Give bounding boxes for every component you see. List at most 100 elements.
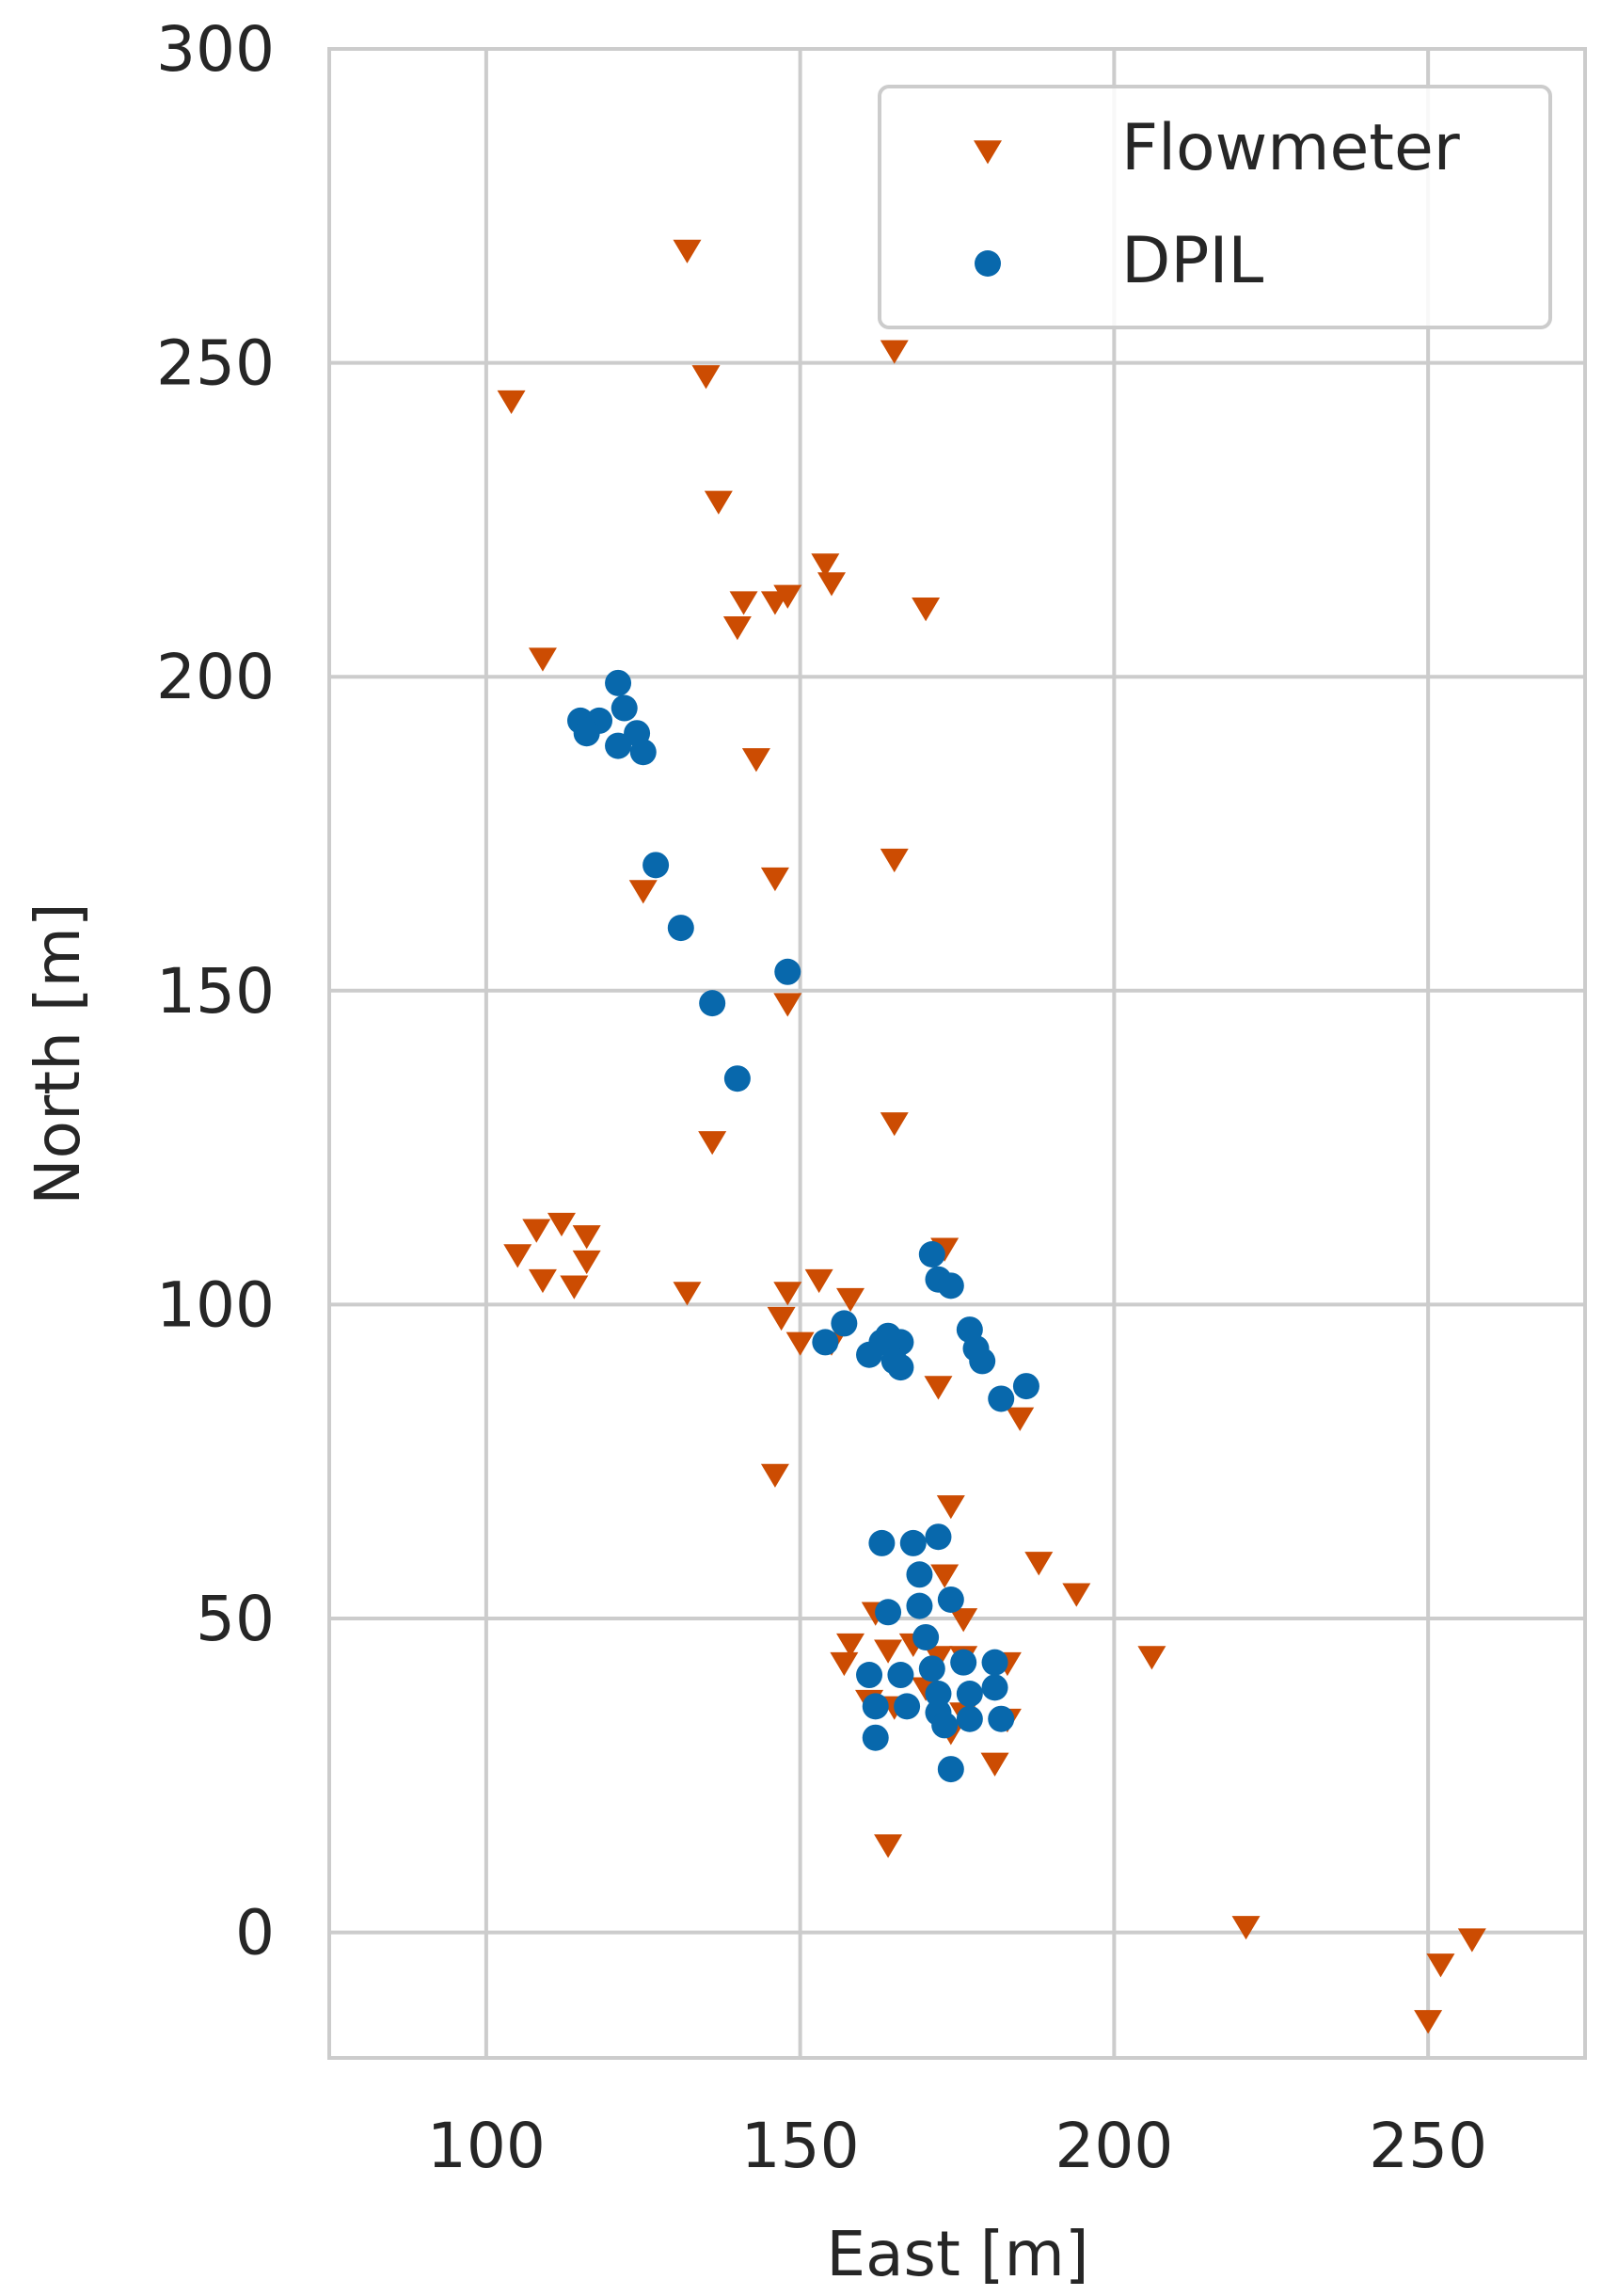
y-tick-label: 50 xyxy=(196,1583,275,1655)
dpil-point xyxy=(912,1623,940,1650)
dpil-point xyxy=(862,1693,889,1720)
flowmeter-point xyxy=(1024,1552,1054,1576)
y-tick-label: 250 xyxy=(156,327,275,400)
x-tick-label: 150 xyxy=(741,2110,860,2182)
dpil-point xyxy=(937,1586,964,1613)
flowmeter-point xyxy=(628,880,658,904)
flowmeter-point xyxy=(698,1131,727,1156)
dpil-point xyxy=(981,1649,1008,1676)
dpil-point xyxy=(1012,1373,1039,1400)
dpil-point xyxy=(956,1681,983,1708)
legend-marker-dpil xyxy=(975,250,1001,277)
dpil-point xyxy=(950,1649,977,1676)
flowmeter-point xyxy=(560,1275,589,1299)
flowmeter-point xyxy=(673,1282,702,1306)
flowmeter-point xyxy=(880,340,909,364)
flowmeter-point xyxy=(572,1225,601,1250)
flowmeter-point xyxy=(760,867,789,892)
dpil-point xyxy=(906,1561,933,1588)
flowmeter-point xyxy=(804,1268,833,1294)
dpil-point xyxy=(812,1329,839,1356)
flowmeter-point xyxy=(836,1287,865,1313)
x-tick-label: 200 xyxy=(1055,2110,1173,2182)
y-tick-label: 300 xyxy=(156,13,275,86)
flowmeter-point xyxy=(691,365,721,390)
dpil-point xyxy=(981,1674,1008,1701)
flowmeter-point xyxy=(1457,1928,1486,1953)
flowmeter-point xyxy=(924,1376,953,1400)
flowmeter-point xyxy=(773,584,802,609)
dpil-point xyxy=(894,1693,921,1720)
flowmeter-point xyxy=(949,1608,978,1633)
dpil-point xyxy=(856,1662,883,1689)
dpil-point xyxy=(937,1756,964,1783)
dpil-point xyxy=(862,1724,889,1751)
dpil-point xyxy=(988,1705,1015,1732)
x-axis-title: East [m] xyxy=(826,2218,1088,2290)
dpil-point xyxy=(956,1705,983,1732)
dpil-point xyxy=(899,1529,927,1556)
flowmeter-point xyxy=(522,1219,551,1243)
flowmeter-point xyxy=(773,993,802,1017)
dpil-point xyxy=(642,852,670,879)
flowmeter-point xyxy=(673,239,702,263)
flowmeter-point xyxy=(528,647,557,672)
dpil-point xyxy=(906,1592,933,1619)
flowmeter-point xyxy=(1414,2010,1443,2034)
dpil-point xyxy=(605,669,632,696)
flowmeter-point xyxy=(1006,1407,1035,1431)
dpil-point xyxy=(925,1681,952,1708)
dpil-point xyxy=(918,1655,945,1682)
dpil-point xyxy=(629,739,657,766)
flowmeter-point xyxy=(572,1250,601,1275)
legend-marker-flowmeter xyxy=(974,140,1002,165)
x-tick-labels: 100 150 200 250 xyxy=(427,2110,1487,2182)
dpil-point xyxy=(988,1385,1015,1412)
legend: Flowmeter DPIL xyxy=(878,85,1552,329)
flowmeter-point xyxy=(930,1564,960,1588)
flowmeter-point xyxy=(528,1268,557,1294)
dpil-point xyxy=(918,1241,945,1268)
dpil-point xyxy=(937,1272,964,1299)
flowmeter-point xyxy=(767,1306,796,1331)
flowmeter-point xyxy=(729,591,758,615)
flowmeter-point xyxy=(874,1639,903,1664)
flowmeter-point xyxy=(1062,1583,1091,1607)
dpil-point xyxy=(573,720,600,747)
flowmeter-point xyxy=(547,1212,576,1237)
x-tick-label: 250 xyxy=(1369,2110,1487,2182)
flowmeter-point xyxy=(912,597,941,622)
flowmeter-point xyxy=(936,1495,965,1520)
flowmeter-point xyxy=(785,1331,815,1356)
series-flowmeter xyxy=(497,239,1486,2034)
legend-swatch-dpil xyxy=(975,250,1001,277)
flowmeter-point xyxy=(880,848,909,873)
dpil-point xyxy=(831,1310,858,1337)
dpil-point xyxy=(723,1065,751,1092)
series-dpil xyxy=(567,669,1039,1783)
dpil-point xyxy=(611,694,638,722)
flowmeter-point xyxy=(741,748,770,773)
flowmeter-point xyxy=(817,572,846,597)
legend-label-flowmeter: Flowmeter xyxy=(1121,111,1460,185)
flowmeter-point xyxy=(1231,1916,1261,1940)
flowmeter-point xyxy=(503,1244,532,1268)
legend-label-dpil: DPIL xyxy=(1121,224,1263,298)
y-axis-title: North [m] xyxy=(22,902,94,1204)
flowmeter-point xyxy=(722,616,752,641)
legend-swatch-flowmeter xyxy=(974,140,1002,165)
dpil-point xyxy=(887,1354,914,1381)
dpil-point xyxy=(605,732,632,759)
dpil-point xyxy=(875,1599,902,1626)
y-tick-label: 200 xyxy=(156,641,275,713)
flowmeter-point xyxy=(773,1282,802,1306)
flowmeter-point xyxy=(811,553,840,578)
flowmeter-point xyxy=(704,490,733,515)
flowmeter-point xyxy=(497,390,526,415)
flowmeter-point xyxy=(760,1463,789,1488)
y-tick-label: 150 xyxy=(156,955,275,1028)
flowmeter-point xyxy=(880,1112,909,1137)
dpil-point xyxy=(925,1523,952,1551)
dpil-point xyxy=(667,915,694,942)
